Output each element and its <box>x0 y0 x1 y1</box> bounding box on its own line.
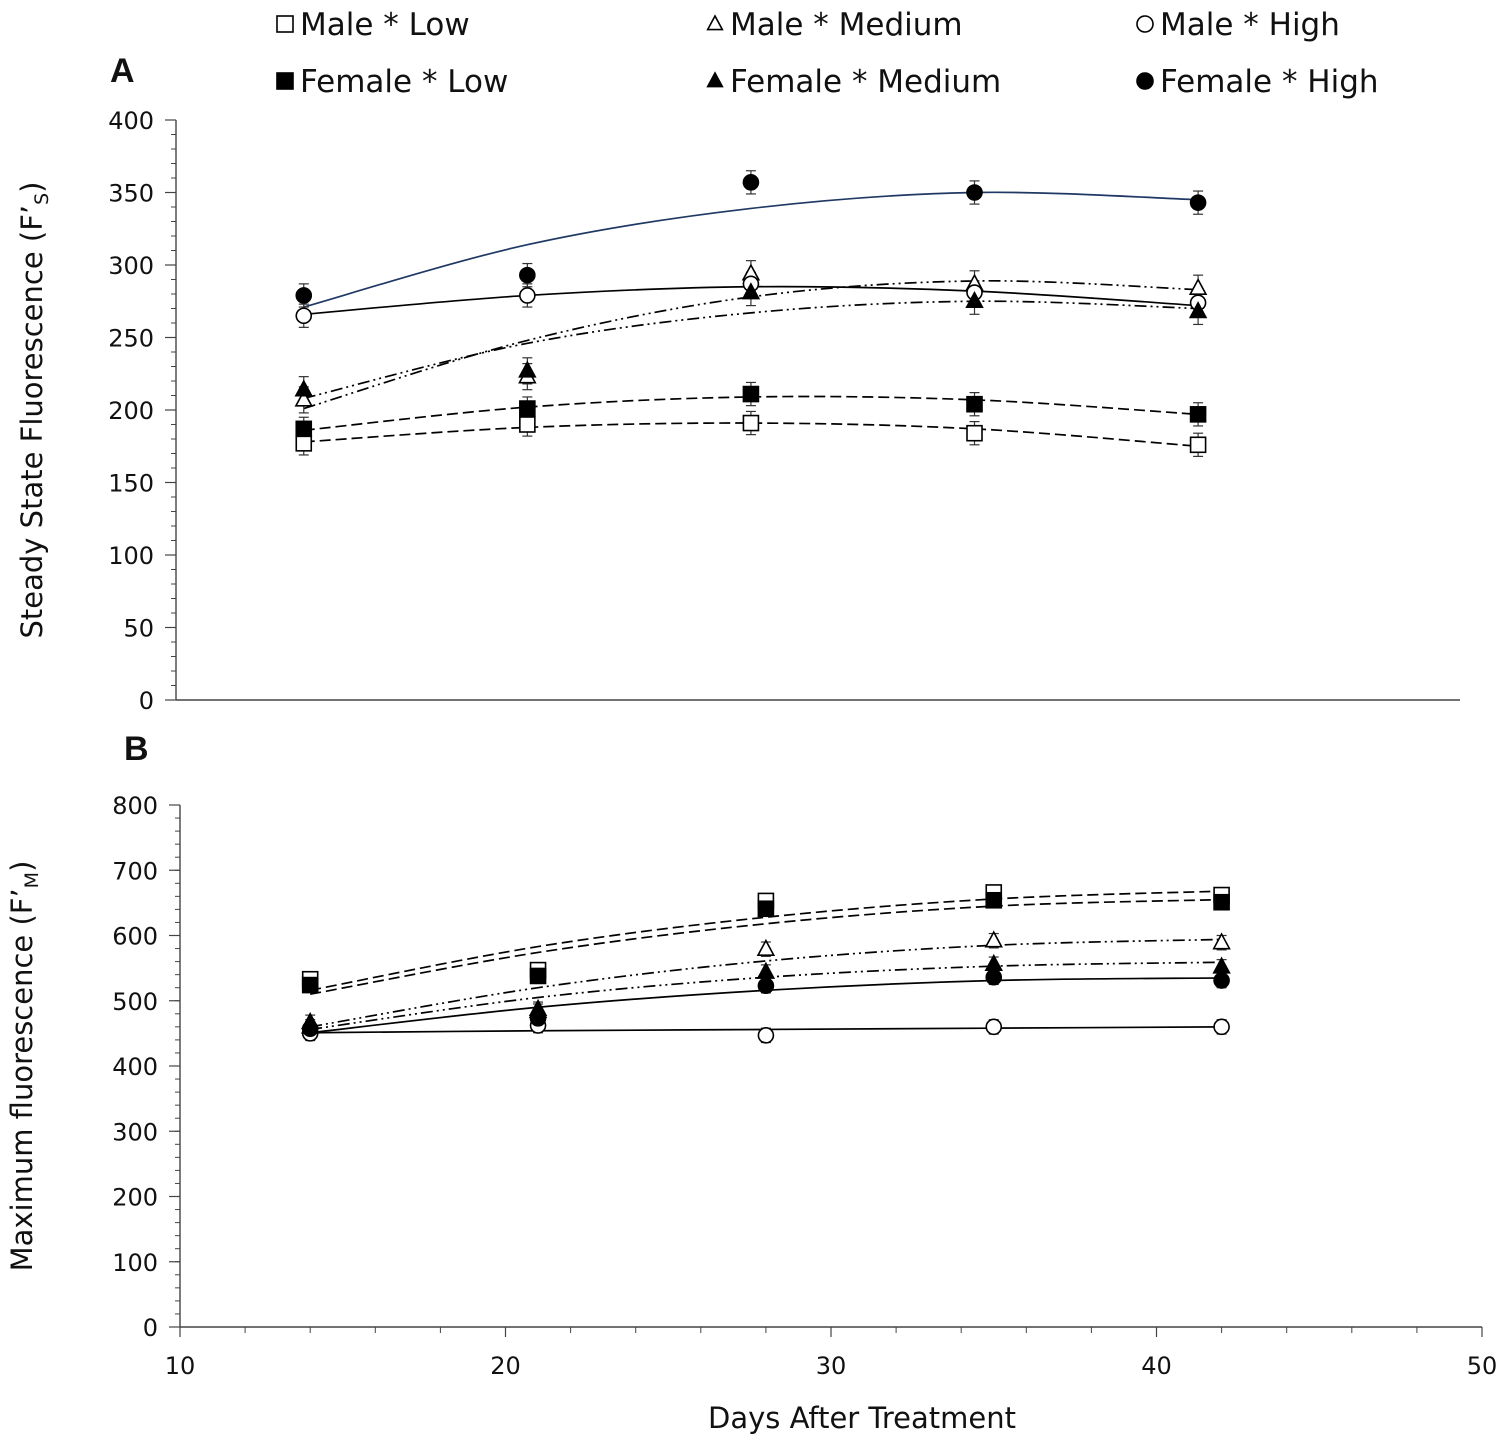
panel-letter: B <box>124 730 149 768</box>
data-point-fem_low <box>742 385 760 403</box>
data-point-fem_high <box>301 1020 319 1038</box>
y-tick-label: 700 <box>112 857 158 885</box>
fit-line-male_med <box>310 938 1222 1028</box>
fit-line-male_low <box>310 890 1222 992</box>
legend-label-fem_high: Female * High <box>1160 64 1379 100</box>
fit-line-male_med <box>303 279 1199 410</box>
legend-marker-fem_high <box>1136 72 1154 90</box>
data-point-fem_low <box>519 400 536 417</box>
data-point-male_high <box>985 1018 1003 1036</box>
fit-line-male_low <box>303 422 1199 448</box>
y-tick-label: 400 <box>108 107 154 135</box>
y-tick-label: 300 <box>108 252 154 280</box>
data-point-fem_high <box>529 1010 547 1027</box>
data-point-male_low <box>519 416 536 433</box>
data-point-male_low <box>966 424 983 442</box>
data-point-fem_low <box>1213 893 1230 911</box>
data-point-fem_high <box>742 174 760 191</box>
y-tick-label: 100 <box>112 1249 158 1277</box>
legend-marker-male_med <box>706 14 724 31</box>
y-tick-label: 0 <box>139 687 154 715</box>
x-tick-label: 50 <box>1467 1352 1498 1380</box>
data-point-male_low <box>1189 436 1207 454</box>
data-point-fem_low <box>1189 406 1207 423</box>
data-point-fem_med <box>984 953 1003 972</box>
data-point-male_high <box>757 1027 775 1044</box>
data-point-fem_high <box>985 968 1003 986</box>
x-tick-label: 30 <box>816 1352 847 1380</box>
data-point-fem_high <box>519 266 536 284</box>
y-tick-label: 0 <box>143 1314 158 1342</box>
data-point-fem_high <box>757 977 775 995</box>
y-tick-label: 300 <box>112 1118 158 1146</box>
legend: Male * Low Male * Medium Male * High Female… <box>276 7 1379 100</box>
data-point-fem_high <box>1213 972 1230 989</box>
legend-label-fem_low: Female * Low <box>300 64 508 100</box>
legend-marker-male_low <box>276 15 294 33</box>
data-point-fem_high <box>1189 194 1207 211</box>
y-tick-label: 150 <box>108 470 154 498</box>
y-tick-label: 600 <box>112 923 158 951</box>
x-axis-title: Days After Treatment <box>708 1401 1016 1435</box>
data-point-male_med <box>294 389 313 407</box>
legend-label-fem_med: Female * Medium <box>730 64 1001 100</box>
data-point-fem_med <box>965 290 984 309</box>
data-point-male_high <box>295 307 313 325</box>
data-point-male_low <box>742 414 760 432</box>
y-tick-label: 200 <box>108 397 154 425</box>
y-tick-label: 350 <box>108 180 154 208</box>
legend-label-male_high: Male * High <box>1160 7 1340 43</box>
fit-line-fem_med <box>303 300 1199 400</box>
data-point-fem_low <box>295 420 313 438</box>
data-point-male_med <box>1212 932 1231 950</box>
data-point-fem_low <box>966 395 983 413</box>
data-point-fem_low <box>985 891 1003 909</box>
data-point-fem_med <box>518 360 537 378</box>
legend-marker-male_high <box>1136 15 1154 33</box>
x-tick-label: 10 <box>165 1352 196 1380</box>
y-tick-label: 400 <box>112 1053 158 1081</box>
y-axis-title: Steady State Fluorescence (F’S) <box>15 181 53 638</box>
panel-letter: A <box>110 52 135 90</box>
y-tick-label: 200 <box>112 1184 158 1212</box>
fit-line-fem_low <box>310 898 1222 996</box>
data-point-male_med <box>984 930 1003 948</box>
data-point-fem_high <box>966 184 983 201</box>
data-point-male_high <box>519 287 536 304</box>
data-point-male_med <box>1188 277 1208 296</box>
y-tick-label: 250 <box>108 325 154 353</box>
legend-label-male_low: Male * Low <box>300 7 470 43</box>
panel-b-maximum-fluorescence: B 0 100 200 300 400 500 600 700 800 10 20 30 40 50 Maxi… <box>5 730 1497 1380</box>
data-point-fem_high <box>295 287 313 304</box>
y-tick-label: 100 <box>108 542 154 570</box>
x-tick-label: 20 <box>490 1352 521 1380</box>
data-point-fem_med <box>1188 301 1208 319</box>
data-point-fem_med <box>294 379 313 397</box>
data-point-fem_low <box>757 900 775 918</box>
y-tick-label: 500 <box>112 988 158 1016</box>
legend-marker-fem_med <box>706 71 724 88</box>
data-point-male_low <box>295 435 313 452</box>
data-point-fem_low <box>301 976 319 994</box>
data-point-male_med <box>756 938 776 957</box>
y-tick-label: 800 <box>112 792 158 820</box>
y-axis-title: Maximum fluorescence (F’M) <box>5 861 43 1272</box>
fit-line-fem_high <box>303 191 1199 308</box>
panel-a-steady-state-fluorescence: A 0 50 100 150 200 250 300 350 400 Steady State Fl… <box>15 52 1460 715</box>
x-tick-label: 40 <box>1141 1352 1172 1380</box>
legend-marker-fem_low <box>276 72 294 90</box>
data-point-fem_med <box>741 282 761 300</box>
legend-label-male_med: Male * Medium <box>730 7 963 43</box>
data-point-fem_med <box>1212 956 1231 974</box>
data-point-male_high <box>1213 1018 1230 1036</box>
data-point-fem_med <box>756 961 776 979</box>
y-tick-label: 50 <box>123 615 154 643</box>
data-point-fem_low <box>529 967 547 985</box>
